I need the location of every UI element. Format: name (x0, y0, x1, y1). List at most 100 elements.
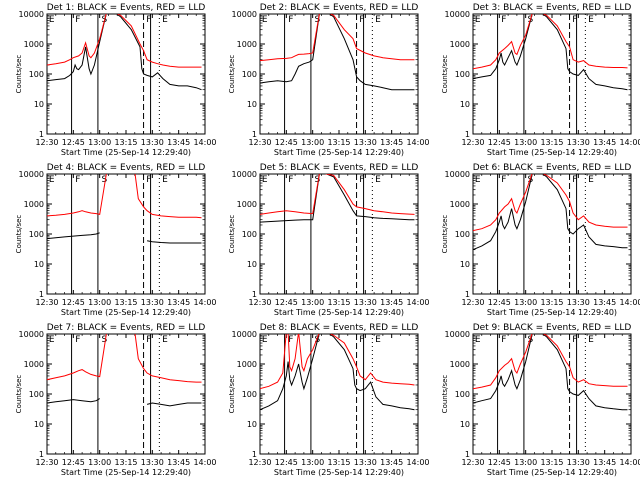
detector-panel-3: Det 3: BLACK = Events, RED = LLD 1 10 100 10… (441, 3, 640, 157)
plot-frame (472, 333, 632, 455)
series-group (473, 334, 628, 411)
y-tick-label: 1 (252, 450, 257, 459)
event-marker-label: S (315, 175, 321, 185)
x-tick-label: 14:00 (619, 458, 640, 467)
event-marker-label: E (49, 15, 55, 25)
x-tick-label: 13:45 (380, 458, 403, 467)
x-tick-label: 13:00 (301, 138, 324, 147)
x-tick-label: 13:30 (354, 138, 377, 147)
y-axis-label: Counts/sec (15, 55, 23, 94)
y-tick-label: 1 (465, 450, 470, 459)
event-marker-label: F (75, 175, 80, 185)
y-tick-label: 10 (247, 260, 257, 269)
x-tick-label: 13:00 (514, 138, 537, 147)
y-tick-label: 10000 (19, 330, 44, 339)
detector-panel-7: Det 7: BLACK = Events, RED = LLD 1 10 100 10… (15, 323, 217, 477)
detector-panel-9: Det 9: BLACK = Events, RED = LLD 1 10 100 10… (441, 323, 640, 477)
x-tick-label: 12:45 (275, 298, 298, 307)
y-tick-label: 10 (247, 420, 257, 429)
event-marker-label: F (288, 175, 293, 185)
events-series-line (47, 14, 202, 91)
lld-series-line (260, 174, 415, 215)
x-tick-label: 14:00 (193, 138, 216, 147)
events-series-line (47, 398, 202, 407)
event-marker-label: E (588, 175, 594, 185)
x-tick-label: 13:00 (514, 458, 537, 467)
panel-title: Det 1: BLACK = Events, RED = LLD (47, 3, 206, 13)
events-series-line (473, 334, 628, 411)
x-tick-label: 13:45 (593, 458, 616, 467)
x-tick-label: 13:15 (114, 138, 137, 147)
x-tick-label: 12:30 (35, 458, 58, 467)
y-tick-label: 1000 (450, 360, 470, 369)
y-axis-label: Counts/sec (15, 375, 23, 414)
event-marker-label: E (375, 15, 381, 25)
x-tick-label: 13:30 (567, 298, 590, 307)
y-tick-label: 1000 (237, 40, 257, 49)
lld-series-line (260, 334, 415, 390)
panel-title: Det 9: BLACK = Events, RED = LLD (473, 323, 632, 333)
x-tick-label: 12:30 (461, 458, 484, 467)
panel-title: Det 4: BLACK = Events, RED = LLD (47, 163, 206, 173)
event-marker-label: F (359, 15, 364, 25)
lld-series-line (473, 334, 628, 390)
x-axis-label: Start Time (25-Sep-14 12:29:40) (61, 308, 191, 317)
x-tick-label: 13:15 (327, 298, 350, 307)
x-tick-label: 13:15 (114, 458, 137, 467)
series-group (260, 334, 415, 411)
x-tick-label: 12:30 (248, 298, 271, 307)
event-marker-label: F (288, 335, 293, 345)
detector-panel-6: Det 6: BLACK = Events, RED = LLD 1 10 100 10… (441, 163, 640, 317)
x-tick-label: 12:45 (488, 138, 511, 147)
detector-panel-1: Det 1: BLACK = Events, RED = LLD 1 10 100 10… (15, 3, 217, 157)
y-tick-label: 1000 (237, 200, 257, 209)
panel-title: Det 8: BLACK = Events, RED = LLD (260, 323, 419, 333)
panel-title: Det 6: BLACK = Events, RED = LLD (473, 163, 632, 173)
x-tick-label: 13:30 (141, 458, 164, 467)
x-tick-label: 13:00 (88, 458, 111, 467)
y-tick-label: 1000 (237, 360, 257, 369)
x-tick-label: 14:00 (406, 298, 429, 307)
event-marker-label: E (162, 175, 168, 185)
y-tick-label: 1000 (24, 360, 44, 369)
event-marker-label: F (501, 335, 506, 345)
x-axis-label: Start Time (25-Sep-14 12:29:40) (61, 468, 191, 477)
events-series-line (260, 14, 415, 91)
x-tick-label: 13:30 (141, 298, 164, 307)
plot-frame (46, 333, 206, 455)
x-tick-label: 12:30 (461, 138, 484, 147)
x-tick-label: 12:30 (248, 138, 271, 147)
x-tick-label: 13:15 (327, 138, 350, 147)
y-tick-label: 10 (460, 260, 470, 269)
y-tick-label: 10 (34, 420, 44, 429)
y-tick-label: 10000 (19, 170, 44, 179)
x-tick-label: 12:45 (488, 458, 511, 467)
events-series-line (260, 174, 415, 223)
y-axis-label: Counts/sec (228, 215, 236, 254)
x-axis-label: Start Time (25-Sep-14 12:29:40) (274, 148, 404, 157)
event-marker-label: E (375, 335, 381, 345)
x-tick-label: 13:15 (114, 298, 137, 307)
series-group (47, 14, 202, 91)
y-tick-label: 1000 (450, 200, 470, 209)
event-marker-label: F (572, 175, 577, 185)
y-tick-label: 100 (29, 230, 44, 239)
event-marker-label: F (288, 15, 293, 25)
y-tick-label: 100 (455, 390, 470, 399)
events-series-line (260, 334, 415, 411)
y-tick-label: 10 (34, 260, 44, 269)
x-tick-label: 14:00 (406, 138, 429, 147)
event-marker-label: E (49, 335, 55, 345)
x-tick-label: 12:45 (488, 298, 511, 307)
y-tick-label: 10 (460, 100, 470, 109)
x-tick-label: 12:45 (275, 458, 298, 467)
lld-series-line (260, 14, 415, 62)
y-tick-label: 10000 (232, 170, 257, 179)
event-marker-label: F (501, 15, 506, 25)
panel-title: Det 3: BLACK = Events, RED = LLD (473, 3, 632, 13)
lld-series-line (47, 174, 202, 219)
y-tick-label: 100 (455, 230, 470, 239)
detector-panel-4: Det 4: BLACK = Events, RED = LLD 1 10 100 10… (15, 163, 217, 317)
event-marker-label: E (375, 175, 381, 185)
